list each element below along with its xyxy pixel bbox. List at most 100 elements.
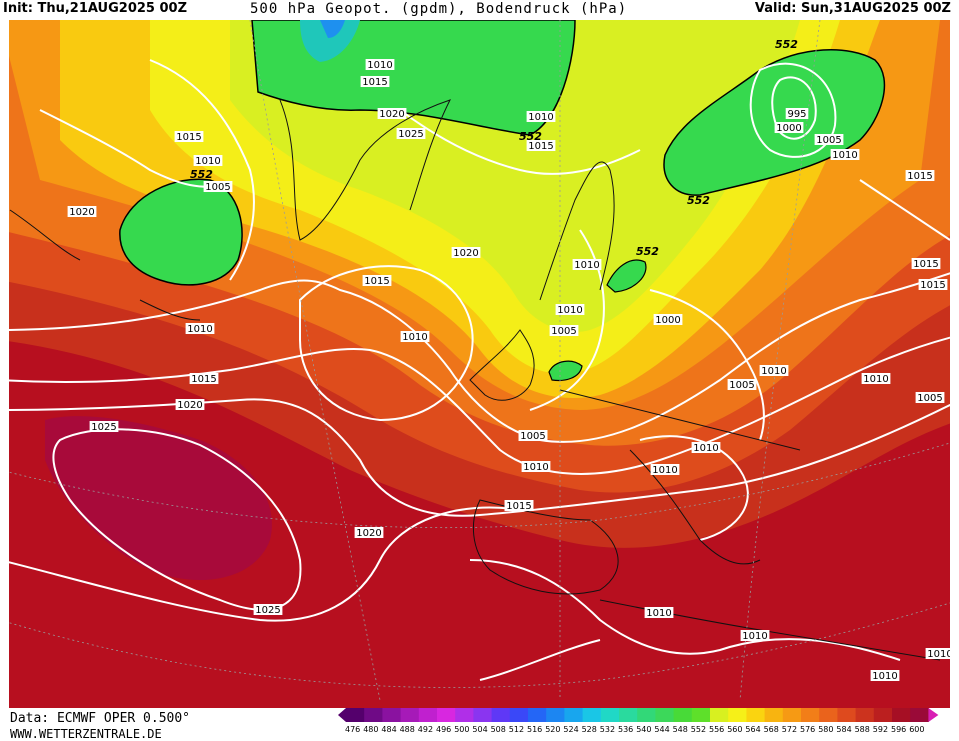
colorbar-swatch (637, 708, 656, 722)
colorbar-swatch (782, 708, 802, 722)
colorbar-swatch (509, 708, 529, 722)
isobar-label: 1010 (863, 374, 888, 385)
isobar-label: 1005 (729, 380, 754, 391)
isobar-label: 1020 (177, 400, 202, 411)
isobar-label-bg (740, 630, 770, 641)
isobar-label: 995 (787, 109, 806, 120)
isobar-label-bg (253, 604, 283, 615)
colorbar-min-arrow (338, 708, 346, 722)
isobar-label-bg (203, 181, 233, 192)
isobar-label: 1005 (551, 326, 576, 337)
isobar-label: 1010 (402, 332, 427, 343)
trough-baltic (606, 259, 647, 293)
isobar-label: 1000 (776, 123, 801, 134)
isobar-label: 1015 (176, 132, 201, 143)
isobar-label-bg (870, 670, 900, 681)
colorbar-swatch (819, 708, 838, 722)
map-labels: 5525525525525521010101510201025101010159… (67, 38, 950, 682)
colorbar-tick-label: 564 (745, 725, 761, 734)
isobar-label: 1005 (816, 135, 841, 146)
colorbar-tick-label: 592 (872, 725, 889, 734)
colorbar-swatch (364, 708, 383, 722)
trough-russia (663, 49, 886, 196)
geopotential-label: 552 (687, 194, 710, 207)
colorbar (338, 708, 939, 722)
colorbar-swatch (710, 708, 729, 722)
isobar-label: 1020 (379, 109, 404, 120)
init-time-label: Init: Thu,21AUG2025 00Z (3, 1, 188, 16)
isobar-label: 1010 (742, 631, 767, 642)
isobar-label-bg (814, 134, 844, 145)
isobar-label-bg (644, 607, 674, 618)
valid-time-label: Valid: Sun,31AUG2025 00Z (754, 1, 951, 16)
isobar-label-bg (174, 131, 204, 142)
isobar-label: 1010 (187, 324, 212, 335)
colorbar-tick-label: 484 (381, 725, 397, 734)
isobar-label-bg (918, 279, 948, 290)
isobar-label: 1015 (920, 280, 945, 291)
colorbar-tick-label: 516 (527, 725, 543, 734)
isobar-label: 1015 (364, 276, 389, 287)
isobar-label-bg (377, 108, 407, 119)
isobar-label: 1010 (832, 150, 857, 161)
colorbar-tick-label: 476 (345, 725, 361, 734)
colorbar-swatch (673, 708, 693, 722)
isobar-label-bg (759, 365, 789, 376)
colorbar-tick-label: 496 (436, 725, 452, 734)
colorbar-swatch (619, 708, 638, 722)
colorbar-swatch (582, 708, 602, 722)
colorbar-swatch (382, 708, 402, 722)
isobar-label: 1020 (453, 248, 478, 259)
isobar-label: 1010 (761, 366, 786, 377)
colorbar-swatch (546, 708, 565, 722)
isobar-label: 1000 (655, 315, 680, 326)
colorbar-tick-label: 508 (490, 725, 506, 734)
isobar-label: 1015 (528, 141, 553, 152)
colorbar-swatch (801, 708, 820, 722)
isobar-label-bg (650, 464, 680, 475)
trough-labrador (119, 178, 243, 286)
isobar-label-bg (362, 275, 392, 286)
colorbar-tick-label: 504 (472, 725, 488, 734)
isobar-label-bg (905, 170, 935, 181)
colorbar-swatch (892, 708, 911, 722)
isobar-label: 1010 (557, 305, 582, 316)
colorbar-tick-label: 568 (763, 725, 779, 734)
isobar-label: 1010 (195, 156, 220, 167)
colorbar-swatch (600, 708, 620, 722)
isobar-label: 1025 (398, 129, 423, 140)
colorbar-tick-label: 528 (581, 725, 597, 734)
colorbar-tick-label: 548 (672, 725, 688, 734)
isobar-label: 1015 (362, 77, 387, 88)
colorbar-tick-label: 536 (618, 725, 634, 734)
isobar-label: 1020 (69, 207, 94, 218)
colorbar-tick-label: 540 (636, 725, 652, 734)
isobar-label-bg (549, 325, 579, 336)
isobar-label-bg (653, 314, 683, 325)
colorbar-max-arrow (928, 708, 939, 722)
colorbar-tick-label: 576 (800, 725, 816, 734)
isobar-label: 1015 (506, 501, 531, 512)
colorbar-swatch (528, 708, 547, 722)
isobar-label: 1010 (872, 671, 897, 682)
isobar-label-bg (360, 76, 390, 87)
isobar-label-bg (911, 258, 941, 269)
colorbar-tick-label: 532 (599, 725, 616, 734)
colorbar-tick-label: 524 (563, 725, 579, 734)
isobar-label-bg (861, 373, 891, 384)
isobar-label-bg (785, 108, 809, 119)
isobar-label-bg (89, 421, 119, 432)
colorbar-tick-label: 544 (654, 725, 670, 734)
isobar-label: 1020 (356, 528, 381, 539)
colorbar-swatch (873, 708, 893, 722)
isobar-label-bg (193, 155, 223, 166)
colorbar-swatch (655, 708, 675, 722)
colorbar-tick-label: 520 (545, 725, 561, 734)
isobar-label-bg (915, 392, 945, 403)
colorbar-tick-label: 480 (363, 725, 379, 734)
isobar-label: 1010 (646, 608, 671, 619)
isobar-label-bg (67, 206, 97, 217)
colorbar-tick-label: 560 (727, 725, 743, 734)
colorbar-swatch (855, 708, 875, 722)
colorbar-swatch (400, 708, 420, 722)
